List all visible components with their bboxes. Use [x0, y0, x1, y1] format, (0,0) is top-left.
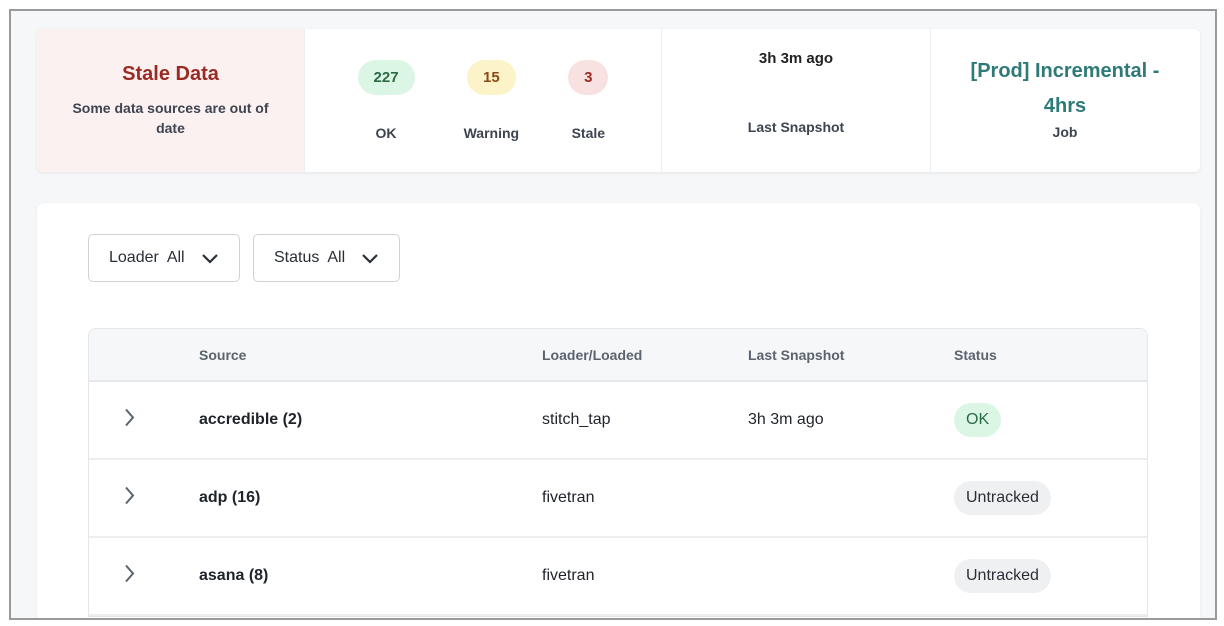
job-name[interactable]: [Prod] Incremental - 4hrs — [970, 59, 1160, 117]
status-badge: Untracked — [954, 559, 1051, 593]
sources-panel: Loader All Status All Source Loader/Load… — [37, 203, 1200, 618]
table-row[interactable]: accredible (2) stitch_tap 3h 3m ago OK — [89, 382, 1147, 460]
chevron-right-icon[interactable] — [123, 564, 135, 589]
job: [Prod] Incremental - 4hrs Job — [931, 29, 1199, 172]
job-label: Job — [1052, 123, 1078, 140]
header-status[interactable]: Status — [954, 346, 997, 363]
status-filter[interactable]: Status All — [253, 234, 401, 282]
count-pill: 15 — [466, 60, 516, 95]
loader: stitch_tap — [542, 411, 611, 428]
summary-card: Stale Data Some data sources are out of … — [37, 29, 1200, 172]
count-label: Warning — [463, 125, 520, 141]
filter-label: Status — [274, 249, 320, 266]
loader: fivetran — [542, 567, 595, 584]
alert-title: Stale Data — [122, 63, 219, 85]
count-stale: 3 Stale — [568, 60, 609, 141]
loader: fivetran — [542, 489, 595, 506]
chevron-down-icon — [362, 254, 378, 264]
status-counts: 227 OK 15 Warning 3 Stale — [305, 29, 662, 172]
last-snapshot: 3h 3m ago Last Snapshot — [662, 29, 931, 172]
filter-value: All — [327, 249, 346, 266]
count-label: Stale — [571, 125, 606, 141]
source-name: adp (16) — [199, 489, 261, 506]
count-warning: 15 Warning — [464, 60, 519, 141]
filter-label: Loader — [109, 249, 159, 266]
last-snapshot-value: 3h 3m ago — [758, 50, 834, 67]
stale-alert: Stale Data Some data sources are out of … — [37, 29, 305, 172]
status-badge: OK — [954, 403, 1002, 437]
count-pill: 3 — [568, 60, 609, 95]
table-row[interactable]: adp (16) fivetran Untracked — [89, 460, 1147, 538]
count-pill: 227 — [357, 60, 415, 95]
source-name: asana (8) — [199, 567, 269, 584]
chevron-down-icon — [201, 254, 218, 264]
filter-value: All — [166, 249, 185, 266]
header-source[interactable]: Source — [199, 346, 247, 363]
alert-message: Some data sources are out of date — [72, 100, 269, 136]
chevron-right-icon[interactable] — [123, 486, 135, 511]
table-row[interactable]: asana (8) fivetran Untracked — [89, 538, 1147, 616]
chevron-right-icon[interactable] — [123, 408, 135, 433]
table-header: Source Loader/Loaded Last Snapshot Statu… — [89, 329, 1147, 382]
count-label: OK — [375, 125, 397, 141]
status-badge: Untracked — [954, 481, 1051, 515]
sources-table: Source Loader/Loaded Last Snapshot Statu… — [88, 328, 1148, 617]
loader-filter[interactable]: Loader All — [88, 234, 240, 282]
header-loader[interactable]: Loader/Loaded — [542, 346, 643, 363]
header-last-snapshot[interactable]: Last Snapshot — [748, 346, 845, 363]
app-frame: Stale Data Some data sources are out of … — [9, 9, 1217, 620]
last-snapshot: 3h 3m ago — [748, 411, 824, 428]
count-ok: 227 OK — [357, 60, 415, 141]
source-name: accredible (2) — [199, 411, 303, 428]
last-snapshot-label: Last Snapshot — [747, 119, 845, 135]
